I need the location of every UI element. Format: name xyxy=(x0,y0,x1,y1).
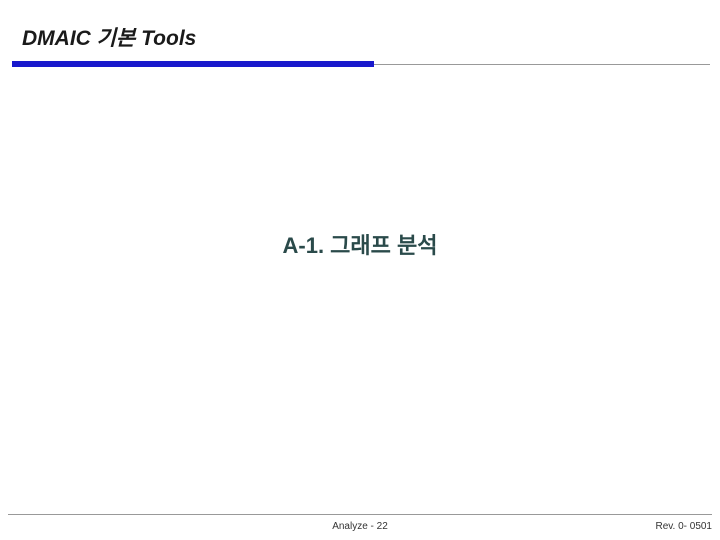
footer-divider xyxy=(8,514,712,515)
header-blue-bar xyxy=(12,61,374,67)
header-gray-line xyxy=(374,64,710,65)
main-heading: A-1. 그래프 분석 xyxy=(0,228,720,260)
footer-revision: Rev. 0- 0501 xyxy=(655,521,712,532)
footer-page-label: Analyze - 22 xyxy=(0,521,720,532)
header-title: DMAIC 기본 Tools xyxy=(22,22,196,52)
